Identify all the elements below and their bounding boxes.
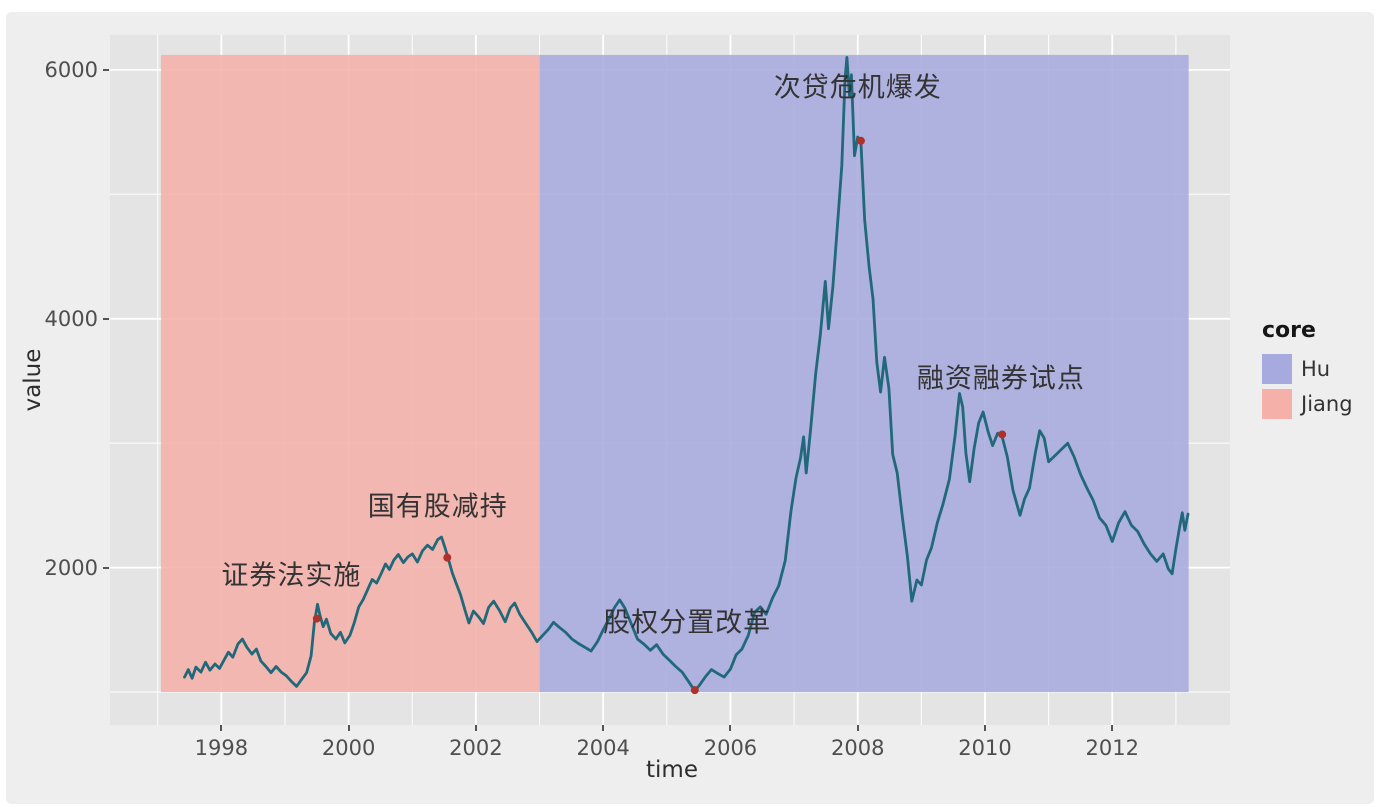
x-tick-mark (474, 725, 477, 731)
era-region-jiang (160, 54, 540, 693)
x-tick-mark (729, 725, 732, 731)
event-point (312, 614, 321, 623)
y-axis-title: value (20, 348, 46, 412)
x-tick-mark (602, 725, 605, 731)
legend-label: Hu (1301, 357, 1331, 381)
legend-item-jiang: Jiang (1262, 389, 1353, 419)
event-annotation: 融资融券试点 (916, 363, 1085, 395)
x-tick-label: 2000 (321, 736, 376, 760)
x-tick-label: 2002 (449, 736, 503, 760)
event-annotation: 证券法实施 (221, 560, 362, 592)
y-tick-label: 6000 (44, 57, 98, 82)
legend-swatch (1262, 389, 1292, 419)
event-annotation: 国有股减持 (367, 491, 508, 523)
x-tick-mark (347, 725, 350, 731)
legend-label: Jiang (1301, 392, 1353, 416)
event-annotation: 次贷危机爆发 (773, 72, 942, 104)
x-tick-label: 2010 (958, 736, 1012, 760)
x-tick-label: 2006 (703, 736, 758, 760)
x-tick-mark (220, 725, 223, 731)
x-tick-label: 2008 (830, 736, 885, 760)
event-annotation: 股权分置改革 (603, 607, 772, 639)
x-tick-mark (984, 725, 986, 731)
x-tick-label: 2004 (576, 736, 630, 760)
era-region-hu (539, 54, 1189, 693)
x-tick-label: 1998 (194, 736, 249, 760)
y-tick-mark (103, 68, 109, 71)
y-tick-label: 4000 (44, 306, 98, 331)
event-point (690, 686, 699, 695)
legend-item-hu: Hu (1262, 354, 1353, 384)
legend-title: core (1262, 318, 1316, 343)
plot-panel: 证券法实施 国有股减持股权分置改革 次贷危机爆发融资融券试点 (110, 35, 1230, 725)
event-point (998, 430, 1007, 439)
chart-svg (110, 35, 1230, 725)
y-tick-mark (103, 317, 109, 320)
x-tick-mark (1111, 725, 1114, 731)
legend-items: Hu Jiang (1262, 354, 1353, 419)
x-tick-mark (856, 725, 859, 731)
event-point (856, 136, 865, 145)
x-axis-title: time (646, 757, 698, 783)
series-line (183, 55, 1190, 693)
legend: core Hu Jiang (1262, 318, 1353, 424)
event-point (443, 553, 452, 562)
y-tick-mark (103, 566, 109, 569)
x-tick-label: 2012 (1085, 736, 1139, 760)
legend-swatch (1262, 354, 1292, 384)
y-tick-label: 2000 (44, 555, 98, 580)
